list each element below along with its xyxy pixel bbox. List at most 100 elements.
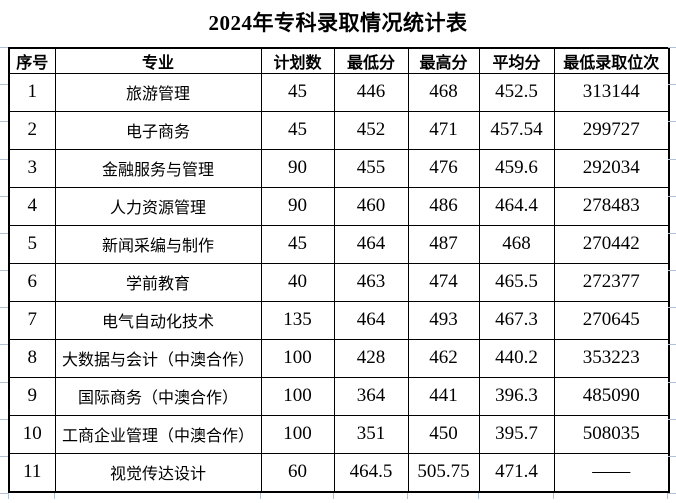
cell-index: 9	[9, 377, 55, 415]
cell-avg-score: 396.3	[479, 377, 554, 415]
gridline-stub	[668, 382, 676, 383]
gridline-stub	[0, 84, 8, 85]
cell-max-score: 441	[408, 377, 479, 415]
cell-index: 10	[9, 415, 55, 453]
gridline-stub	[0, 382, 8, 383]
gridline-stub	[668, 307, 676, 308]
gridline-stub	[0, 270, 8, 271]
gridline-stub	[0, 159, 8, 160]
cell-index: 7	[9, 301, 55, 339]
gridline-stub	[667, 493, 668, 499]
admissions-stats-table: 序号 专业 计划数 最低分 最高分 平均分 最低录取位次 1旅游管理454464…	[8, 47, 670, 493]
table-row: 3金融服务与管理90455476459.6292034	[9, 149, 669, 187]
cell-index: 1	[9, 74, 55, 112]
header-avg-score: 平均分	[479, 48, 554, 74]
cell-min-rank: 272377	[554, 263, 669, 301]
cell-avg-score: 467.3	[479, 301, 554, 339]
cell-avg-score: 452.5	[479, 74, 554, 112]
cell-min-score: 464	[334, 225, 408, 263]
cell-min-rank: 270442	[554, 225, 669, 263]
cell-max-score: 474	[408, 263, 479, 301]
cell-plan: 100	[261, 377, 334, 415]
table-row: 10工商企业管理（中澳合作）100351450395.7508035	[9, 415, 669, 453]
gridline-stub	[668, 419, 676, 420]
header-max-score: 最高分	[408, 48, 479, 74]
cell-avg-score: 464.4	[479, 187, 554, 225]
gridline-stub	[668, 121, 676, 122]
gridline-stub	[668, 84, 676, 85]
cell-avg-score: 440.2	[479, 339, 554, 377]
cell-max-score: 476	[408, 149, 479, 187]
gridline-stub	[668, 233, 676, 234]
cell-min-score: 460	[334, 187, 408, 225]
gridline-stub	[668, 196, 676, 197]
cell-min-rank: ——	[554, 453, 669, 492]
cell-major: 电子商务	[55, 111, 261, 149]
header-index: 序号	[9, 48, 55, 74]
table-row: 6学前教育40463474465.5272377	[9, 263, 669, 301]
cell-major: 新闻采编与制作	[55, 225, 261, 263]
cell-plan: 100	[261, 415, 334, 453]
cell-min-score: 446	[334, 74, 408, 112]
cell-major: 金融服务与管理	[55, 149, 261, 187]
table-row: 11视觉传达设计60464.5505.75471.4——	[9, 453, 669, 492]
gridline-stub	[260, 493, 261, 499]
gridline-stub	[54, 493, 55, 499]
gridline-stub	[668, 456, 676, 457]
table-header-row: 序号 专业 计划数 最低分 最高分 平均分 最低录取位次	[9, 48, 669, 74]
cell-avg-score: 468	[479, 225, 554, 263]
header-plan: 计划数	[261, 48, 334, 74]
cell-plan: 45	[261, 225, 334, 263]
cell-min-score: 463	[334, 263, 408, 301]
cell-plan: 90	[261, 187, 334, 225]
gridline-stub	[0, 233, 8, 234]
gridline-stub	[0, 47, 8, 48]
table-body: 1旅游管理45446468452.53131442电子商务45452471457…	[9, 74, 669, 493]
table-row: 8大数据与会计（中澳合作）100428462440.2353223	[9, 339, 669, 377]
cell-max-score: 493	[408, 301, 479, 339]
table-row: 1旅游管理45446468452.5313144	[9, 74, 669, 112]
cell-major: 工商企业管理（中澳合作）	[55, 415, 261, 453]
cell-min-rank: 292034	[554, 149, 669, 187]
cell-avg-score: 459.6	[479, 149, 554, 187]
table-row: 9国际商务（中澳合作）100364441396.3485090	[9, 377, 669, 415]
cell-index: 6	[9, 263, 55, 301]
cell-max-score: 462	[408, 339, 479, 377]
gridline-stub	[0, 493, 8, 494]
page: { "page": { "title": "2024年专科录取情况统计表" },…	[0, 0, 676, 503]
cell-max-score: 486	[408, 187, 479, 225]
gridline-stub	[0, 196, 8, 197]
cell-plan: 100	[261, 339, 334, 377]
cell-max-score: 450	[408, 415, 479, 453]
cell-index: 11	[9, 453, 55, 492]
cell-avg-score: 457.54	[479, 111, 554, 149]
cell-max-score: 471	[408, 111, 479, 149]
cell-avg-score: 465.5	[479, 263, 554, 301]
cell-major: 学前教育	[55, 263, 261, 301]
gridline-stub	[0, 419, 8, 420]
cell-index: 4	[9, 187, 55, 225]
cell-index: 2	[9, 111, 55, 149]
gridline-stub	[668, 493, 676, 494]
cell-plan: 60	[261, 453, 334, 492]
cell-min-rank: 278483	[554, 187, 669, 225]
cell-min-score: 464.5	[334, 453, 408, 492]
gridline-stub	[8, 493, 9, 499]
gridline-stub	[668, 47, 676, 48]
cell-index: 8	[9, 339, 55, 377]
cell-plan: 90	[261, 149, 334, 187]
cell-major: 电气自动化技术	[55, 301, 261, 339]
cell-min-score: 364	[334, 377, 408, 415]
page-title: 2024年专科录取情况统计表	[0, 7, 676, 37]
gridline-stub	[668, 270, 676, 271]
table-row: 4人力资源管理90460486464.4278483	[9, 187, 669, 225]
cell-major: 人力资源管理	[55, 187, 261, 225]
gridline-stub	[668, 159, 676, 160]
cell-max-score: 505.75	[408, 453, 479, 492]
cell-plan: 40	[261, 263, 334, 301]
table-row: 7电气自动化技术135464493467.3270645	[9, 301, 669, 339]
cell-min-rank: 485090	[554, 377, 669, 415]
cell-major: 视觉传达设计	[55, 453, 261, 492]
gridline-stub	[0, 344, 8, 345]
cell-plan: 135	[261, 301, 334, 339]
